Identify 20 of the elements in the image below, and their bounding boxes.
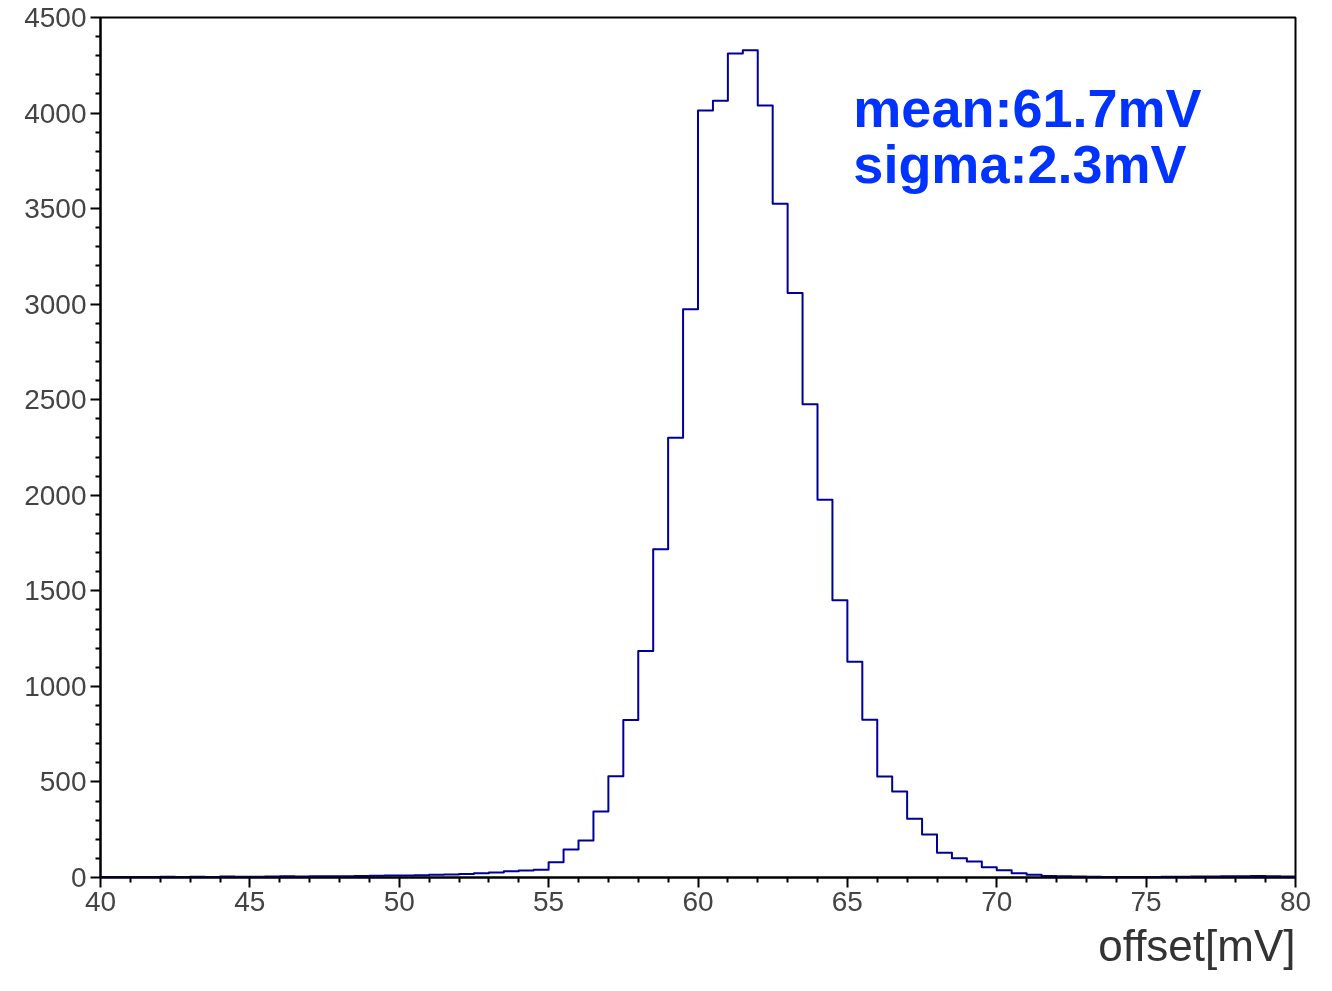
y-tick-label: 4500 [24, 2, 87, 33]
y-tick-label: 4000 [24, 97, 87, 129]
y-tick-label: 2500 [24, 384, 87, 416]
x-tick-label: 55 [533, 885, 565, 917]
x-axis-title: offset[mV] [1098, 920, 1296, 970]
y-tick-label: 500 [39, 766, 87, 798]
x-tick-label: 75 [1130, 885, 1162, 917]
x-tick-label: 80 [1279, 885, 1312, 917]
x-tick-label: 40 [84, 885, 117, 917]
y-tick-label: 1000 [24, 670, 87, 702]
y-tick-label: 1500 [24, 575, 87, 607]
x-tick-label: 60 [682, 885, 714, 917]
x-tick-label: 70 [981, 885, 1013, 917]
x-tick-label: 45 [234, 885, 266, 917]
y-tick-label: 0 [70, 862, 87, 893]
x-tick-label: 50 [383, 885, 415, 917]
y-tick-label: 3500 [24, 193, 87, 225]
x-tick-label: 65 [831, 885, 863, 917]
y-tick-label: 3000 [24, 288, 87, 320]
y-tick-label: 2000 [24, 479, 87, 511]
